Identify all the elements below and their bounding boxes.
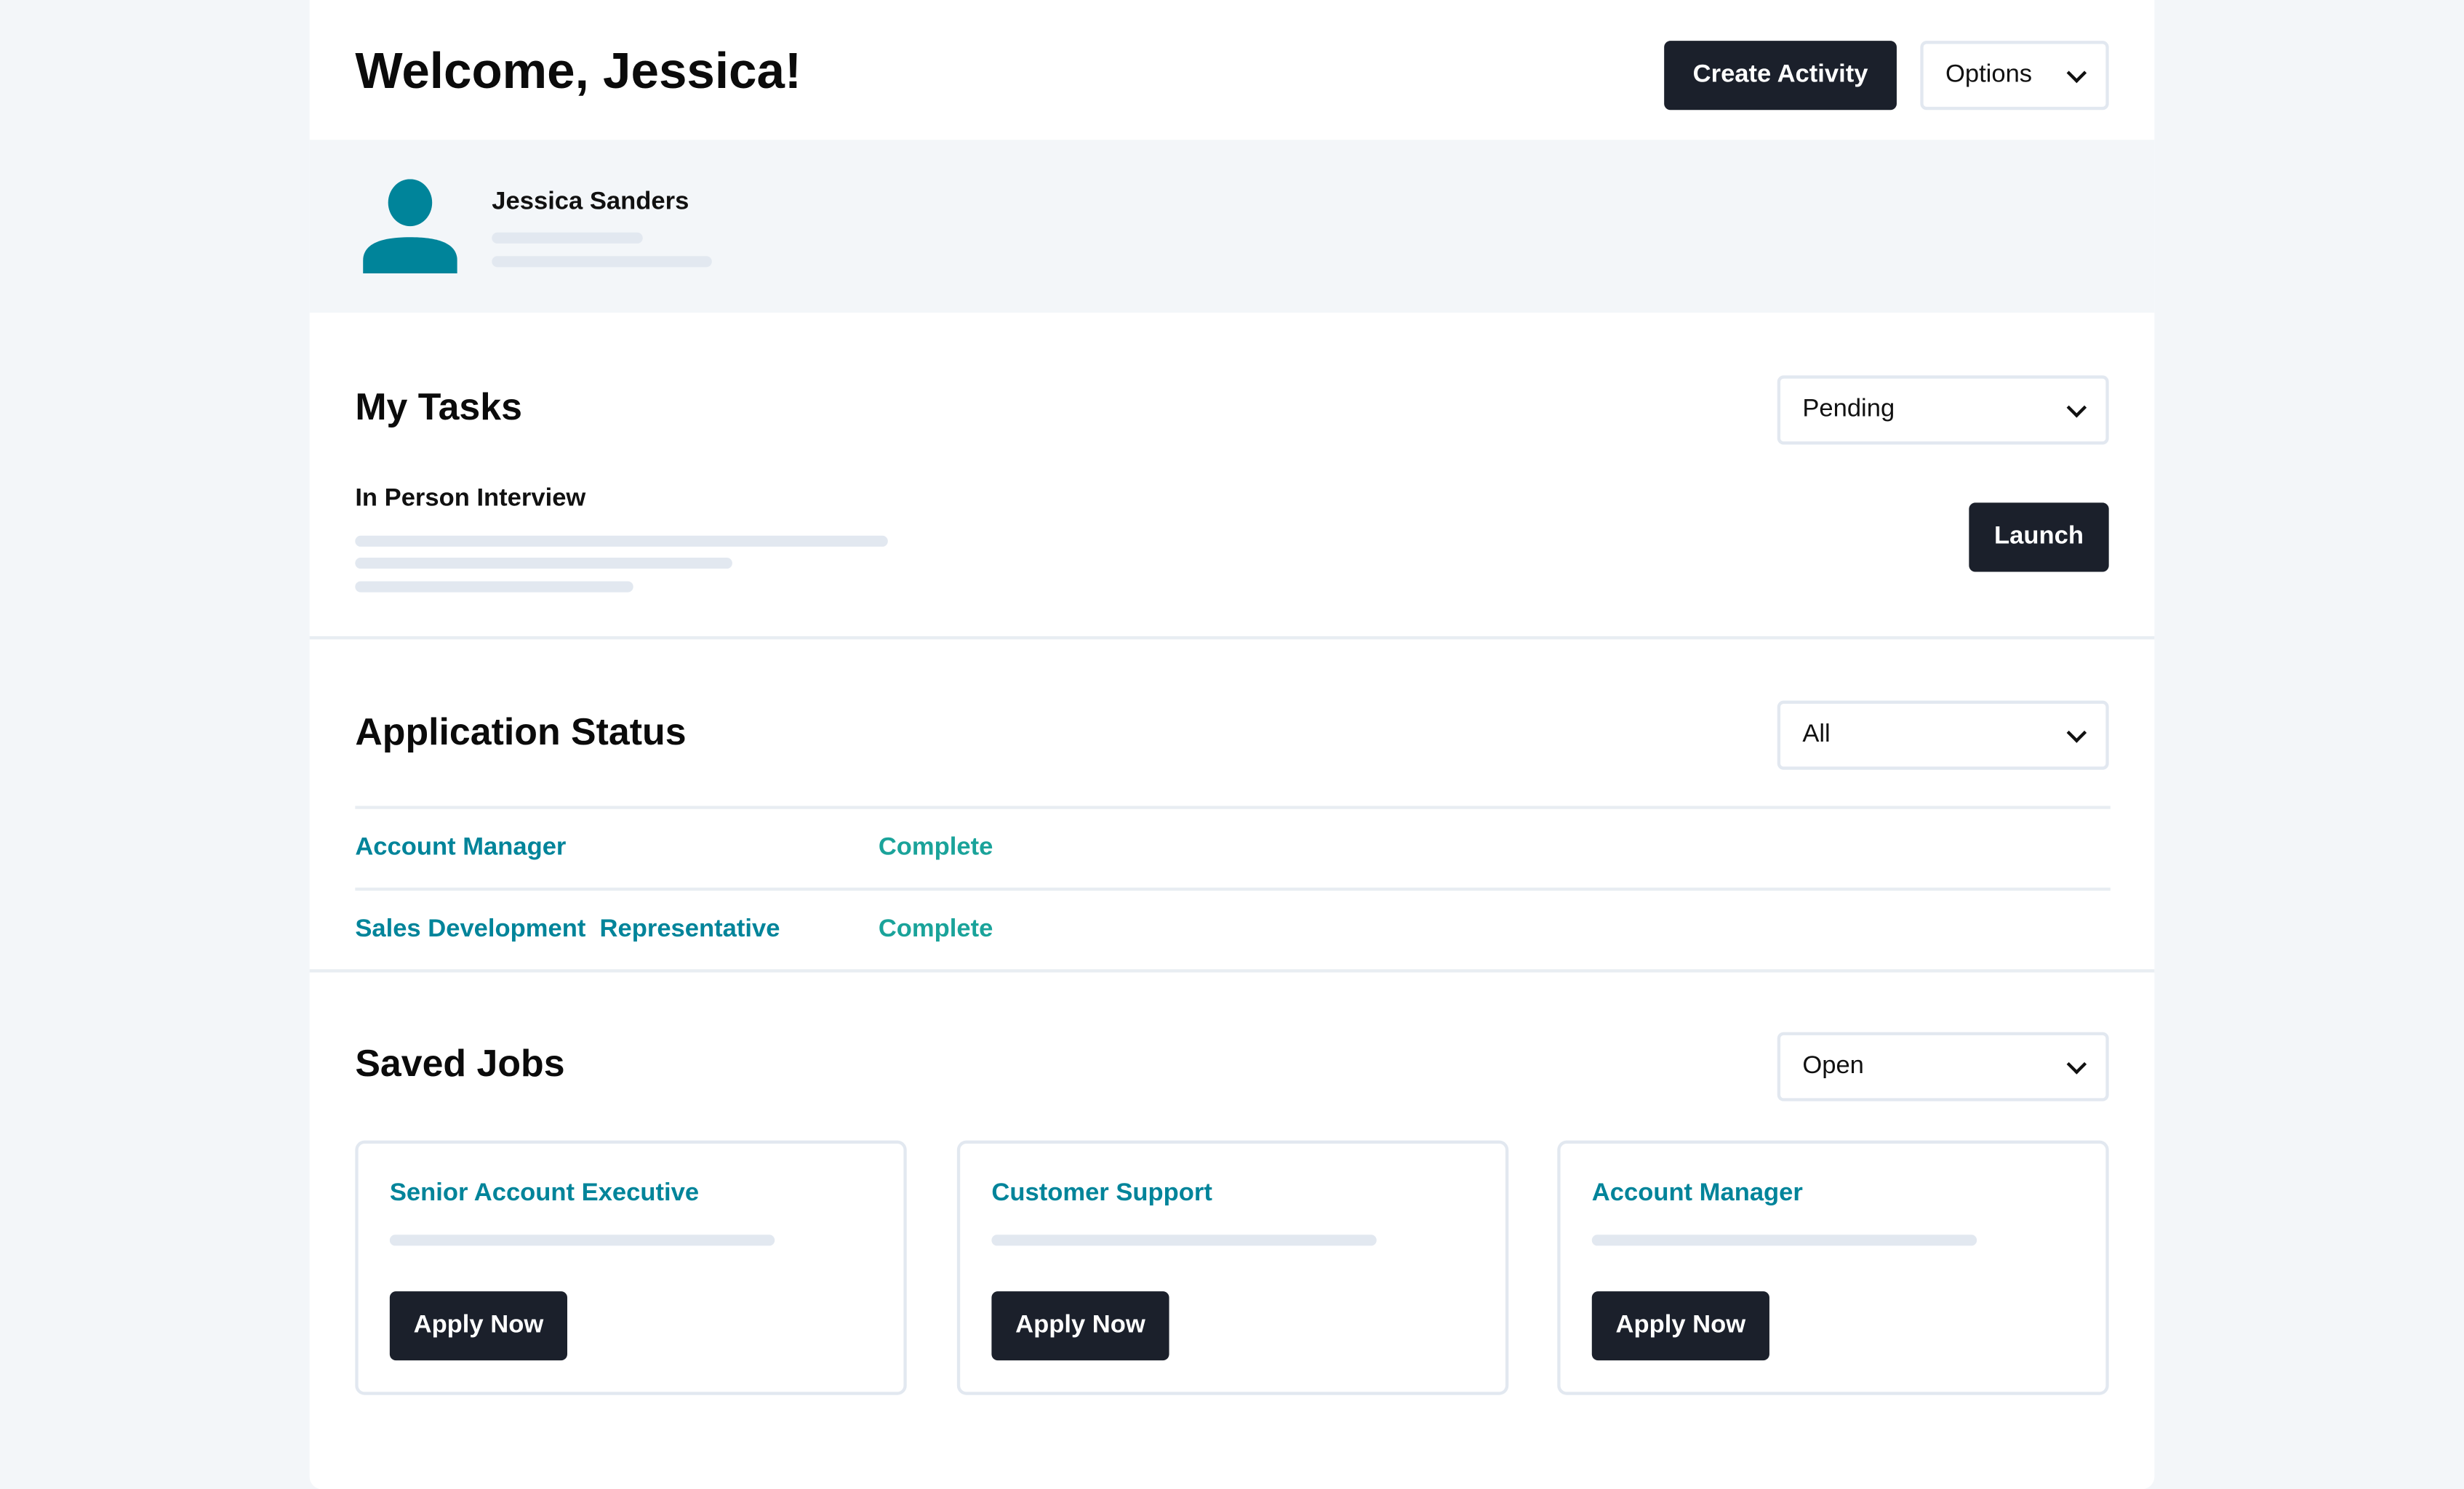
- skeleton-bar: [355, 581, 633, 593]
- skeleton-bar: [389, 1235, 775, 1246]
- job-title-link[interactable]: Customer Support: [991, 1179, 1212, 1207]
- apply-now-button[interactable]: Apply Now: [389, 1291, 568, 1361]
- application-status-title: Application Status: [355, 711, 687, 755]
- saved-job-card: Customer Support Apply Now: [956, 1140, 1509, 1395]
- launch-button[interactable]: Launch: [1969, 502, 2109, 572]
- skeleton-bar: [1591, 1235, 1977, 1246]
- application-job-link[interactable]: Account Manager: [355, 834, 567, 862]
- divider: [355, 887, 2111, 891]
- chevron-down-icon: [2066, 396, 2087, 417]
- chevron-down-icon: [2066, 62, 2087, 83]
- options-label: Options: [1945, 61, 2033, 88]
- job-title-link[interactable]: Account Manager: [1591, 1179, 1803, 1207]
- page-title: Welcome, Jessica!: [355, 42, 801, 100]
- user-icon: [363, 179, 457, 273]
- task-name: In Person Interview: [355, 485, 586, 513]
- application-status: Complete: [878, 915, 993, 943]
- skeleton-bar: [355, 535, 888, 547]
- applications-filter-value: All: [1802, 721, 1831, 748]
- saved-job-card: Senior Account Executive Apply Now: [355, 1140, 907, 1395]
- chevron-down-icon: [2066, 1053, 2087, 1074]
- chevron-down-icon: [2066, 722, 2087, 742]
- saved-jobs-title: Saved Jobs: [355, 1043, 565, 1086]
- tasks-filter-dropdown[interactable]: Pending: [1777, 375, 2109, 445]
- create-activity-button[interactable]: Create Activity: [1664, 41, 1897, 111]
- apply-now-button[interactable]: Apply Now: [1591, 1291, 1769, 1361]
- application-job-link[interactable]: Sales Development Representative: [355, 915, 780, 943]
- skeleton-bar: [492, 256, 712, 268]
- skeleton-bar: [492, 232, 643, 244]
- saved-jobs-filter-dropdown[interactable]: Open: [1777, 1032, 2109, 1101]
- main-card: Welcome, Jessica! Create Activity Option…: [309, 0, 2155, 1489]
- saved-filter-value: Open: [1802, 1052, 1864, 1080]
- skeleton-bar: [355, 558, 732, 569]
- divider: [309, 636, 2155, 640]
- skeleton-bar: [991, 1235, 1377, 1246]
- profile-band: Jessica Sanders: [309, 140, 2155, 313]
- options-dropdown[interactable]: Options: [1920, 41, 2109, 111]
- apply-now-button[interactable]: Apply Now: [991, 1291, 1169, 1361]
- application-status: Complete: [878, 834, 993, 862]
- job-title-link[interactable]: Senior Account Executive: [389, 1179, 700, 1207]
- divider: [355, 806, 2111, 809]
- divider: [309, 969, 2155, 973]
- tasks-filter-value: Pending: [1802, 396, 1895, 423]
- profile-name: Jessica Sanders: [492, 188, 689, 216]
- my-tasks-title: My Tasks: [355, 386, 522, 429]
- saved-job-card: Account Manager Apply Now: [1557, 1140, 2109, 1395]
- applications-filter-dropdown[interactable]: All: [1777, 700, 2109, 770]
